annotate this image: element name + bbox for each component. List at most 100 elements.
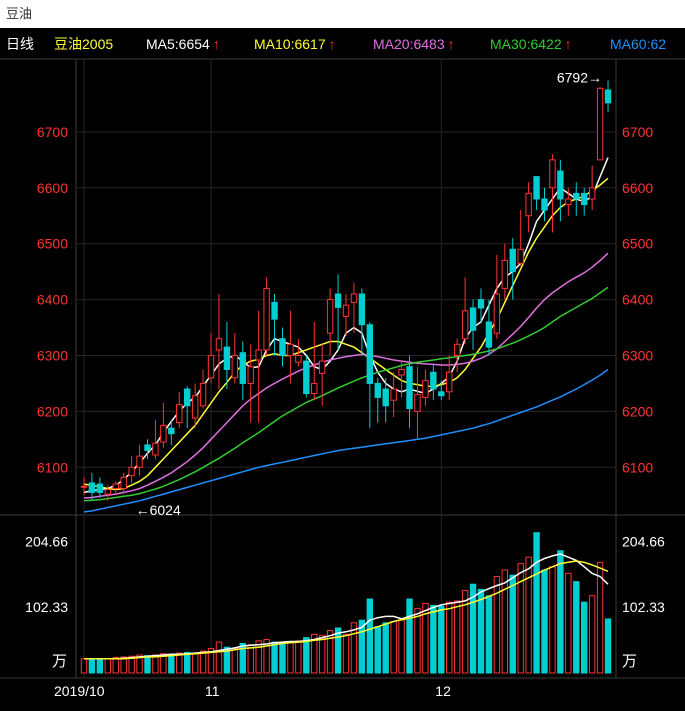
candle-body [509, 248, 516, 273]
price-tick-left-1: 6200 [37, 403, 68, 419]
candle-26 [287, 310, 294, 384]
price-tick-right-1: 6200 [622, 403, 653, 419]
price-axis: 6100 6100 6200 6200 6300 6300 6400 6400 6500 6500… [37, 124, 654, 475]
candle-21 [247, 344, 254, 423]
price-annotations: 6792→ ←6024 [136, 69, 602, 517]
candle-body [311, 382, 318, 394]
candle-body [199, 382, 207, 407]
candle-body [303, 360, 310, 394]
candle-body [557, 170, 564, 200]
candle-body [160, 424, 167, 443]
candle-51 [485, 299, 493, 356]
candle-body [501, 259, 509, 289]
volume-bar-30 [318, 635, 326, 674]
volume-bar-57 [533, 532, 540, 674]
ma-legend-2: MA10:6617 [254, 36, 326, 52]
candle-body [358, 293, 366, 326]
candle-64 [588, 165, 596, 211]
candle-24 [271, 294, 278, 356]
candle-3 [104, 485, 111, 501]
volume-bar-64 [588, 595, 596, 674]
candle-57 [533, 176, 540, 211]
volume-bar-60 [557, 550, 564, 674]
candle-body [334, 293, 342, 308]
candle-39 [390, 372, 397, 417]
candle-body [176, 404, 183, 424]
volume-bar-16 [207, 648, 215, 674]
volume-bar-55 [517, 563, 524, 674]
candle-11 [168, 419, 175, 445]
volume-bar-13 [183, 651, 191, 674]
volume-bar-44 [430, 604, 437, 674]
price-tick-right-3: 6400 [622, 292, 653, 308]
candle-17 [215, 294, 223, 390]
candle-60 [557, 159, 564, 222]
candle-body [191, 395, 199, 419]
candle-65 [596, 87, 604, 161]
candle-16 [207, 333, 215, 384]
price-tick-right-2: 6300 [622, 347, 653, 363]
volume-bar-66 [604, 618, 612, 674]
candle-22 [255, 310, 262, 423]
candle-body [263, 287, 270, 351]
volume-bar-52 [493, 575, 501, 674]
price-tick-right-0: 6100 [622, 459, 653, 475]
volume-bar-50 [477, 588, 485, 674]
candle-52 [493, 254, 501, 339]
chart-canvas: 日线 豆油2005 MA5:6654 ↑ MA10:6617 ↑ MA20:6483 ↑ M… [0, 36, 685, 699]
candle-body [525, 192, 532, 217]
price-tick-left-3: 6400 [37, 292, 68, 308]
volume-bar-61 [565, 572, 572, 674]
candle-body [485, 321, 493, 348]
ma-line-ma60 [83, 368, 609, 513]
volume-bar-56 [525, 556, 532, 674]
volume-bar-3 [104, 658, 111, 674]
candle-body [541, 198, 548, 211]
candle-body [573, 192, 580, 200]
candle-body [80, 485, 88, 488]
period-label[interactable]: 日线 [6, 36, 34, 52]
candle-2 [96, 477, 104, 499]
date-tick-1: 11 [205, 683, 220, 699]
candle-body [453, 343, 461, 356]
volume-bar-6 [128, 655, 135, 674]
symbol-label[interactable]: 豆油2005 [54, 36, 113, 52]
candle-8 [144, 439, 151, 459]
candle-body [549, 159, 556, 189]
candle-body [565, 198, 572, 206]
volume-bar-17 [215, 641, 223, 674]
page-title: 豆油 [6, 6, 33, 21]
candle-12 [176, 391, 183, 429]
volume-bar-36 [366, 598, 374, 674]
volume-bar-46 [446, 601, 453, 674]
volume-bar-40 [398, 619, 405, 674]
candle-28 [303, 355, 310, 398]
candle-body [255, 349, 262, 361]
volume-bar-45 [438, 605, 445, 674]
ma-line-ma30 [83, 286, 609, 502]
price-tick-right-4: 6500 [622, 236, 653, 252]
candle-9 [152, 419, 159, 459]
candle-53 [501, 243, 509, 300]
candle-20 [239, 341, 246, 401]
candle-body [326, 299, 334, 334]
grid-lines [0, 58, 685, 679]
volume-bar-4 [112, 657, 119, 674]
volume-bar-32 [334, 627, 342, 674]
candle-body [493, 293, 501, 334]
candle-body [231, 354, 239, 379]
candle-body [168, 427, 175, 435]
volume-bar-23 [263, 639, 270, 674]
volume-bar-65 [596, 561, 604, 674]
candle-body [342, 304, 350, 317]
ma-legend-5: MA60:62 [610, 36, 666, 52]
candle-5 [120, 472, 127, 495]
volume-ma-line-vma10 [84, 560, 609, 660]
candle-body [469, 307, 477, 331]
candle-body [279, 338, 286, 356]
candle-1 [88, 472, 96, 501]
candle-59 [549, 154, 556, 233]
volume-bar-10 [160, 653, 167, 674]
volume-bar-43 [422, 603, 429, 674]
volume-bar-54 [509, 574, 516, 674]
